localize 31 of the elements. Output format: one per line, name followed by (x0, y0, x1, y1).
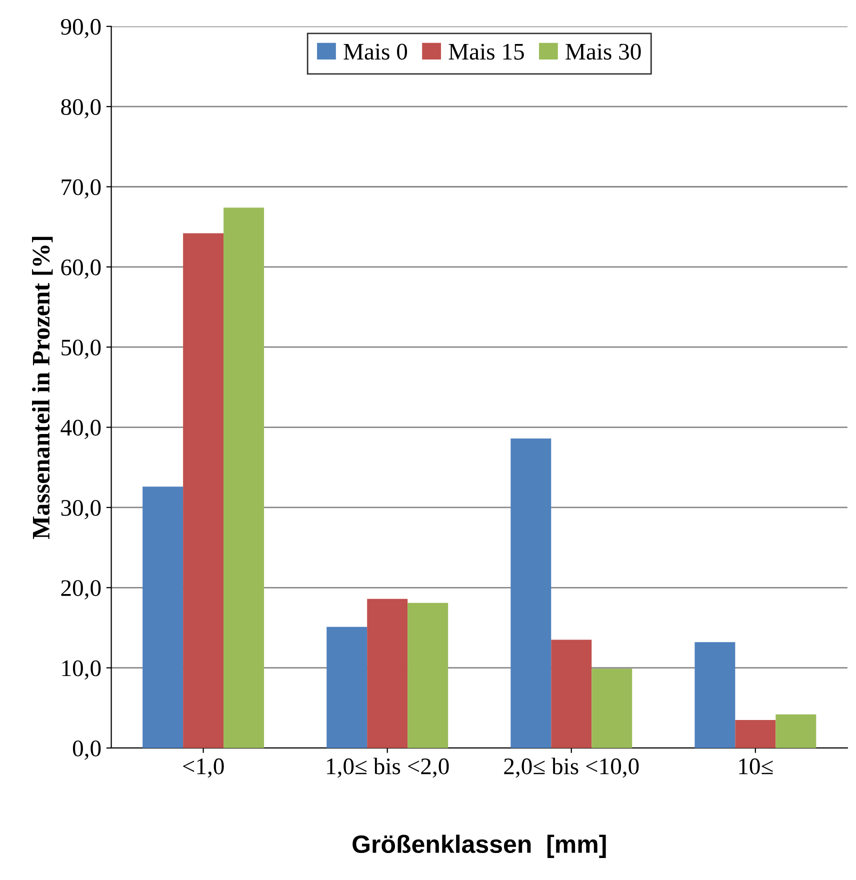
bar (224, 208, 264, 748)
y-tick-label: 80,0 (61, 99, 101, 118)
x-tick-label: 10≤ (739, 758, 773, 774)
y-tick-label: 0,0 (72, 740, 101, 760)
legend-label: Mais 0 (344, 44, 408, 60)
y-tick-label: 50,0 (62, 340, 101, 359)
bar (183, 233, 224, 748)
y-tick-label: 30,0 (61, 500, 101, 520)
bar (510, 438, 552, 748)
bar (592, 668, 632, 748)
y-tick-label: 70,0 (62, 179, 101, 199)
x-axis-title: Größenklassen [mm] (352, 834, 606, 858)
bar (142, 486, 184, 748)
x-tick-label: 2,0≤ bis <10,0 (504, 758, 639, 778)
bar (367, 598, 408, 748)
bar (408, 602, 448, 748)
bar (326, 626, 368, 748)
y-tick-label: 60,0 (61, 259, 101, 279)
bar (694, 642, 736, 748)
x-tick-label: 1,0≤ bis <2,0 (327, 758, 449, 778)
y-tick-label: 90,0 (61, 18, 101, 38)
y-axis-title: Massenanteil in Prozent [%] (32, 236, 53, 539)
bar (735, 720, 776, 748)
y-tick-label: 10,0 (62, 660, 101, 680)
legend-label: Mais 15 (448, 44, 524, 60)
bar (776, 714, 816, 748)
y-tick-label: 40,0 (60, 420, 101, 440)
x-tick-label: <1,0 (183, 758, 224, 778)
legend-label: Mais 30 (566, 44, 641, 60)
y-tick-label: 20,0 (61, 580, 101, 600)
bar (551, 640, 592, 748)
